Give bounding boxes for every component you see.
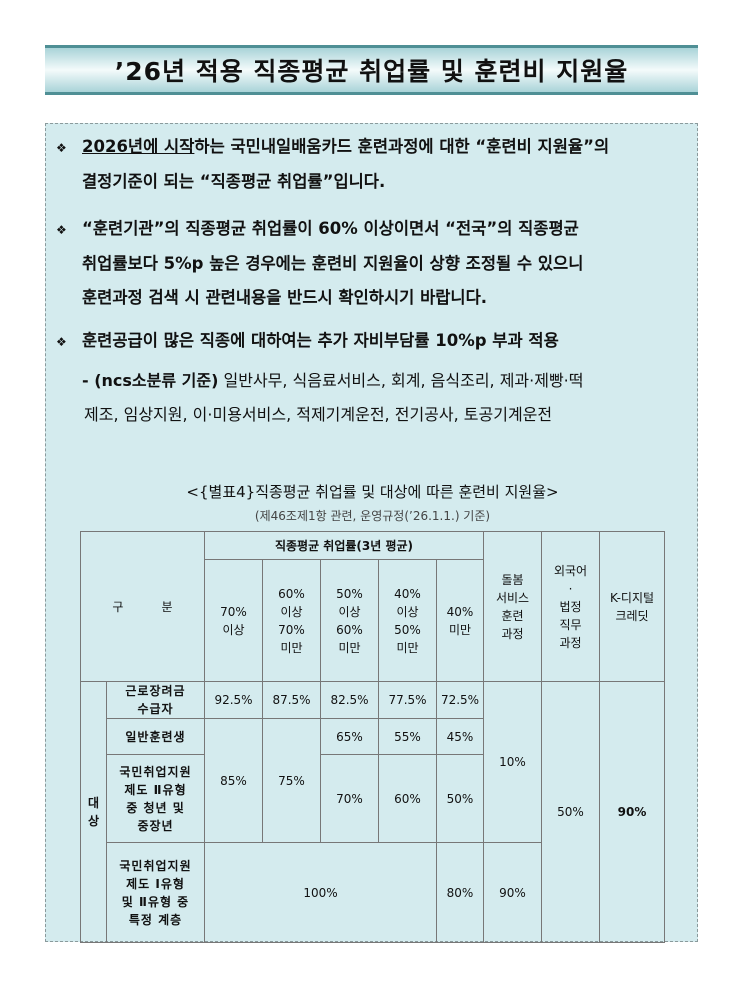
cell: 75%: [262, 718, 321, 843]
cell: 90%: [483, 842, 542, 943]
page-title: ’26년 적용 직종평균 취업률 및 훈련비 지원율: [114, 57, 629, 86]
support-rate-table: 구 분 직종평균 취업률(3년 평균) 돌봄 서비스 훈련 과정 외국어 · 법…: [80, 531, 665, 943]
header-care: 돌봄 서비스 훈련 과정: [483, 531, 542, 682]
cell-merged: 100%: [204, 842, 437, 943]
cell: 92.5%: [204, 681, 263, 719]
header-foreign: 외국어 · 법정 직무 과정: [541, 531, 600, 682]
info-box: ❖ 2026년에 시작하는 국민내일배움카드 훈련과정에 대한 “훈련비 지원율”…: [45, 123, 698, 943]
sub-item: - (ncs소분류 기준) 일반사무, 식음료서비스, 회계, 음식조리, 제과…: [82, 371, 584, 424]
cell-foreign-merged: 50%: [541, 681, 600, 943]
target-label: 대 상: [80, 681, 107, 943]
table-caption: <{별표4}직종평균 취업률 및 대상에 따른 훈련비 지원율>: [186, 483, 559, 501]
cell: 45%: [436, 718, 484, 755]
diamond-bullet-icon: ❖: [56, 222, 67, 237]
cell: 70%: [320, 754, 379, 843]
cell: 55%: [378, 718, 437, 755]
title-banner: ’26년 적용 직종평균 취업률 및 훈련비 지원율: [45, 45, 698, 95]
header-kdigital: K-디지털 크레딧: [599, 531, 665, 682]
table-row: 대 상 근로장려금 수급자 92.5% 87.5% 82.5% 77.5% 72…: [80, 681, 665, 943]
cell: 77.5%: [378, 681, 437, 719]
header-rate-col: 40% 이상 50% 미만: [378, 559, 437, 682]
row-label: 국민취업지원 제도 Ⅱ유형 중 청년 및 중장년: [106, 754, 205, 843]
row-label: 국민취업지원 제도 Ⅰ유형 및 Ⅱ유형 중 특정 계층: [106, 842, 205, 943]
cell: 50%: [436, 754, 484, 843]
header-rate-col: 50% 이상 60% 미만: [320, 559, 379, 682]
header-category: 구 분: [80, 531, 205, 682]
bullet-3: ❖ 훈련공급이 많은 직종에 대하여는 추가 자비부담률 10%p 부과 적용: [56, 324, 696, 359]
diamond-bullet-icon: ❖: [56, 140, 67, 155]
cell: 87.5%: [262, 681, 321, 719]
bullet-2: ❖ “훈련기관”의 직종평균 취업률이 60% 이상이면서 “전국”의 직종평균 …: [56, 212, 696, 315]
cell: 85%: [204, 718, 263, 843]
cell: 65%: [320, 718, 379, 755]
row-label: 근로장려금 수급자: [106, 681, 205, 719]
diamond-bullet-icon: ❖: [56, 334, 67, 349]
header-rate-col: 70% 이상: [204, 559, 263, 682]
cell: 72.5%: [436, 681, 484, 719]
bullet-1: ❖ 2026년에 시작하는 국민내일배움카드 훈련과정에 대한 “훈련비 지원율”…: [56, 130, 696, 199]
table-row: 국민취업지원 제도 Ⅱ유형 중 청년 및 중장년 70% 60% 50%: [81, 754, 665, 843]
cell-care-merged: 10%: [483, 681, 542, 843]
header-rate-col: 60% 이상 70% 미만: [262, 559, 321, 682]
table-row: 국민취업지원 제도 Ⅰ유형 및 Ⅱ유형 중 특정 계층 100% 80% 90%: [81, 842, 665, 943]
cell: 80%: [436, 842, 484, 943]
cell-kdigital-merged: 90%: [599, 681, 665, 943]
table-subcaption: (제46조제1항 관련, 운영규정(’26.1.1.) 기준): [254, 509, 491, 523]
header-rate-col: 40% 미만: [436, 559, 484, 682]
header-rate-group: 직종평균 취업률(3년 평균): [204, 531, 484, 560]
cell: 60%: [378, 754, 437, 843]
cell: 82.5%: [320, 681, 379, 719]
row-label: 일반훈련생: [106, 718, 205, 755]
